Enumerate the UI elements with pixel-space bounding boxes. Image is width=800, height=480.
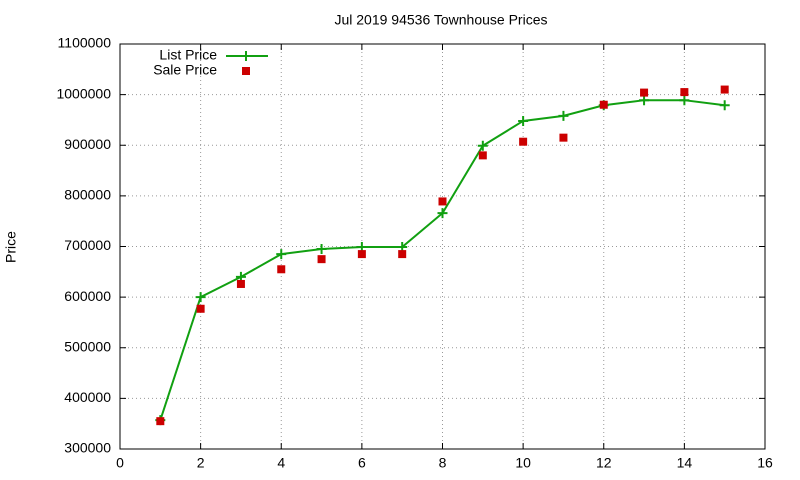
data-point — [640, 88, 649, 97]
data-point — [477, 140, 488, 151]
x-tick-label: 8 — [439, 455, 447, 471]
x-tick-label: 16 — [757, 455, 773, 471]
data-point — [437, 208, 448, 219]
data-point — [680, 88, 689, 97]
y-tick-label: 1100000 — [58, 35, 112, 51]
legend-label: Sale Price — [153, 62, 217, 78]
data-point — [276, 249, 287, 260]
x-tick-label: 0 — [116, 455, 124, 471]
y-tick-label: 500000 — [64, 338, 111, 354]
data-point — [519, 137, 528, 146]
data-point — [720, 85, 729, 94]
y-tick-label: 900000 — [64, 136, 111, 152]
data-point — [558, 110, 569, 121]
legend-label: List Price — [159, 47, 217, 63]
y-tick-label: 600000 — [64, 288, 111, 304]
x-tick-label: 4 — [277, 455, 285, 471]
y-axis-label: Price — [3, 231, 19, 263]
data-point — [438, 197, 447, 206]
data-point — [398, 250, 407, 259]
x-tick-label: 2 — [197, 455, 205, 471]
data-point — [559, 133, 568, 142]
data-point — [195, 292, 206, 303]
data-point — [277, 265, 286, 274]
y-tick-label: 400000 — [64, 389, 111, 405]
data-point — [639, 95, 650, 106]
x-tick-label: 10 — [515, 455, 531, 471]
y-tick-label: 300000 — [64, 440, 111, 456]
data-point — [196, 304, 205, 313]
data-point — [478, 151, 487, 160]
data-point — [679, 95, 690, 106]
data-point — [357, 250, 366, 259]
data-point — [599, 100, 608, 109]
chart-title: Jul 2019 94536 Townhouse Prices — [334, 12, 547, 28]
data-point — [518, 115, 529, 126]
data-point — [316, 244, 327, 255]
x-tick-label: 6 — [358, 455, 366, 471]
legend-marker — [242, 67, 250, 75]
legend-marker — [241, 51, 251, 61]
data-point — [156, 417, 165, 426]
y-tick-label: 700000 — [64, 237, 111, 253]
data-point — [317, 255, 326, 264]
y-tick-label: 1000000 — [56, 85, 111, 101]
x-tick-label: 14 — [677, 455, 693, 471]
plot-frame — [119, 43, 766, 450]
data-point — [236, 279, 245, 288]
x-tick-label: 12 — [596, 455, 612, 471]
data-point — [719, 100, 730, 111]
y-tick-label: 800000 — [64, 187, 111, 203]
